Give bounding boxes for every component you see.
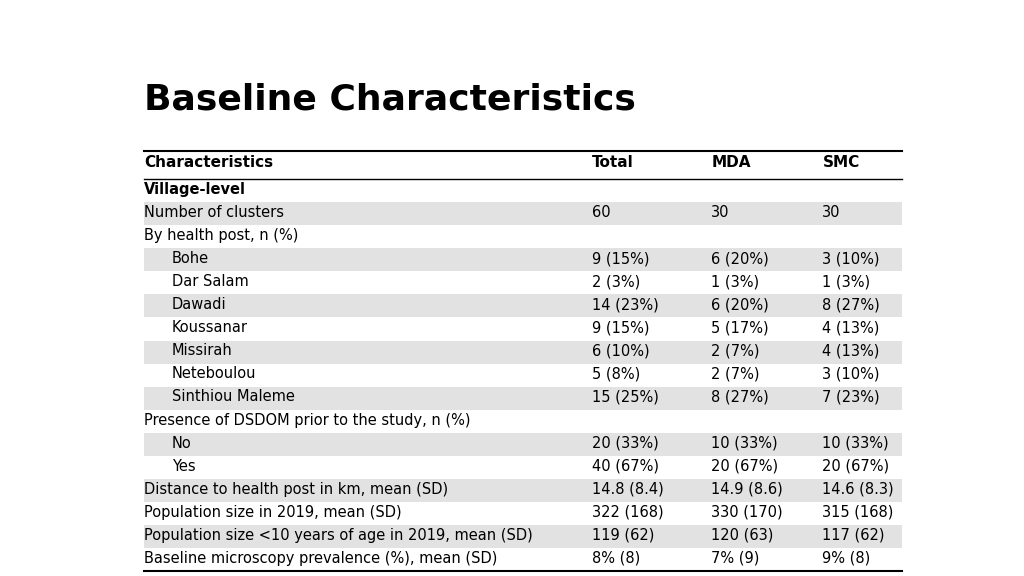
Text: Population size <10 years of age in 2019, mean (SD): Population size <10 years of age in 2019… [143,528,532,543]
Text: 2 (7%): 2 (7%) [712,343,760,358]
Text: Total: Total [592,155,634,170]
Text: 60: 60 [592,205,611,220]
Text: 10 (33%): 10 (33%) [822,435,889,450]
Text: Population size in 2019, mean (SD): Population size in 2019, mean (SD) [143,505,401,520]
Text: 4 (13%): 4 (13%) [822,320,880,335]
Text: 15 (25%): 15 (25%) [592,389,659,404]
Bar [143,294,902,317]
Text: No: No [172,435,191,450]
Text: Distance to health post in km, mean (SD): Distance to health post in km, mean (SD) [143,482,447,497]
Text: Baseline Characteristics: Baseline Characteristics [143,82,636,116]
Text: 5 (17%): 5 (17%) [712,320,769,335]
Text: 20 (67%): 20 (67%) [712,458,778,473]
Bar [143,248,902,271]
Text: 30: 30 [712,205,730,220]
Text: Village-level: Village-level [143,182,246,197]
Text: Sinthiou Maleme: Sinthiou Maleme [172,389,295,404]
Text: Characteristics: Characteristics [143,155,273,170]
Text: Neteboulou: Neteboulou [172,366,256,381]
Bar [143,340,902,363]
Bar [143,479,902,502]
Text: Number of clusters: Number of clusters [143,205,284,220]
Text: Baseline microscopy prevalence (%), mean (SD): Baseline microscopy prevalence (%), mean… [143,551,498,566]
Text: 3 (10%): 3 (10%) [822,366,880,381]
Text: 6 (20%): 6 (20%) [712,297,769,312]
Text: Yes: Yes [172,458,196,473]
Text: 7% (9): 7% (9) [712,551,760,566]
Text: Dar Salam: Dar Salam [172,274,249,289]
Text: 120 (63): 120 (63) [712,528,774,543]
Text: 7 (23%): 7 (23%) [822,389,880,404]
Text: 40 (67%): 40 (67%) [592,458,659,473]
Text: Missirah: Missirah [172,343,232,358]
Text: 30: 30 [822,205,841,220]
Text: 9 (15%): 9 (15%) [592,320,650,335]
Text: Dawadi: Dawadi [172,297,226,312]
Text: Bohe: Bohe [172,251,209,266]
Text: 3 (10%): 3 (10%) [822,251,880,266]
Text: 315 (168): 315 (168) [822,505,894,520]
Text: 14.6 (8.3): 14.6 (8.3) [822,482,894,497]
Text: 14 (23%): 14 (23%) [592,297,659,312]
Bar [143,386,902,410]
Text: 330 (170): 330 (170) [712,505,783,520]
Bar [143,202,902,225]
Text: 8% (8): 8% (8) [592,551,640,566]
Text: Presence of DSDOM prior to the study, n (%): Presence of DSDOM prior to the study, n … [143,412,470,427]
Text: 2 (3%): 2 (3%) [592,274,640,289]
Text: 20 (67%): 20 (67%) [822,458,890,473]
Text: 2 (7%): 2 (7%) [712,366,760,381]
Text: 6 (20%): 6 (20%) [712,251,769,266]
Text: 1 (3%): 1 (3%) [712,274,760,289]
Text: 9 (15%): 9 (15%) [592,251,650,266]
Text: 119 (62): 119 (62) [592,528,654,543]
Bar [143,433,902,456]
Text: 14.9 (8.6): 14.9 (8.6) [712,482,783,497]
Text: MDA: MDA [712,155,751,170]
Text: 9% (8): 9% (8) [822,551,870,566]
Text: 10 (33%): 10 (33%) [712,435,778,450]
Text: 117 (62): 117 (62) [822,528,885,543]
Text: 14.8 (8.4): 14.8 (8.4) [592,482,664,497]
Text: 4 (13%): 4 (13%) [822,343,880,358]
Text: 8 (27%): 8 (27%) [712,389,769,404]
Bar [143,525,902,548]
Text: By health post, n (%): By health post, n (%) [143,228,298,243]
Text: 5 (8%): 5 (8%) [592,366,640,381]
Text: 322 (168): 322 (168) [592,505,664,520]
Text: Koussanar: Koussanar [172,320,248,335]
Text: SMC: SMC [822,155,860,170]
Text: 8 (27%): 8 (27%) [822,297,881,312]
Text: 6 (10%): 6 (10%) [592,343,650,358]
Text: 20 (33%): 20 (33%) [592,435,659,450]
Text: 1 (3%): 1 (3%) [822,274,870,289]
